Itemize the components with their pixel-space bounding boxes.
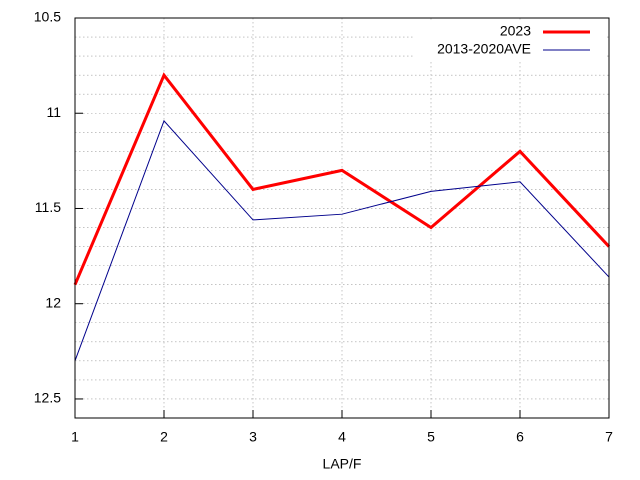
series-line [74, 119, 610, 362]
x-tick-label: 7 [605, 429, 613, 445]
x-tick-label: 6 [516, 429, 524, 445]
legend-label: 2023 [500, 23, 531, 39]
y-tick-label: 10.5 [34, 9, 61, 25]
y-tick-label: 12.5 [34, 390, 61, 406]
plot-frame [74, 17, 610, 419]
y-tick-label: 12 [45, 294, 61, 310]
legend-label: 2013-2020AVE [437, 41, 531, 57]
x-axis-label: LAP/F [323, 456, 362, 472]
y-tick-label: 11 [46, 104, 61, 120]
x-tick-label: 2 [160, 429, 168, 445]
x-tick-label: 5 [427, 429, 435, 445]
series-line [73, 72, 611, 286]
x-tick-label: 1 [71, 429, 79, 445]
y-tick-label: 11.5 [35, 199, 61, 215]
x-tick-label: 4 [338, 429, 346, 445]
legend-background [415, 22, 607, 62]
x-tick-label: 3 [249, 429, 257, 445]
